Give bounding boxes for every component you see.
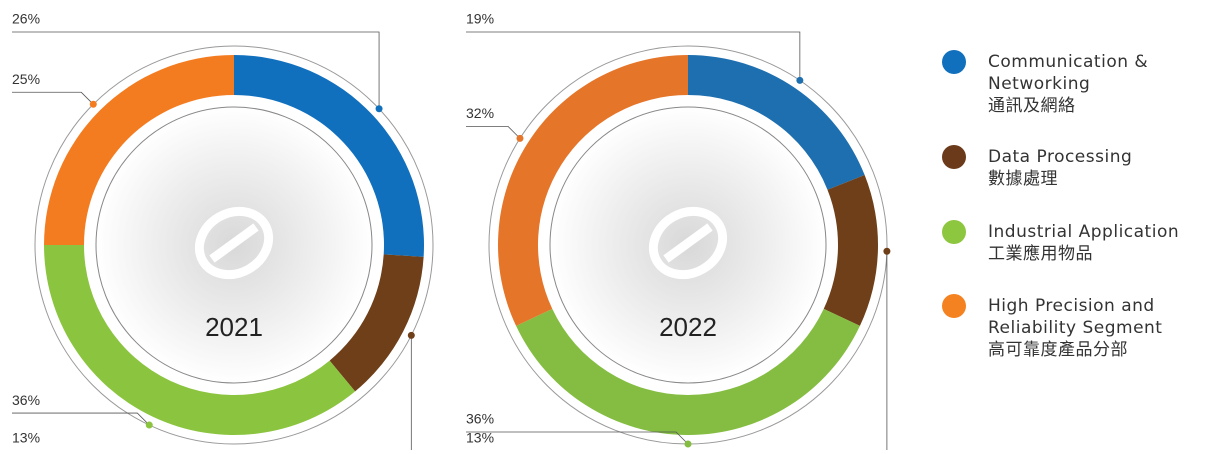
leader-dot — [883, 247, 891, 255]
donut-segment — [688, 55, 865, 190]
legend-text: Data Processing — [988, 147, 1132, 167]
legend-text: Reliability Segment — [988, 318, 1162, 338]
leader-dot — [407, 331, 415, 339]
leader-line — [12, 91, 94, 105]
donut-segment — [44, 245, 356, 436]
outer-ring — [34, 45, 434, 445]
data-label: 36% — [12, 392, 40, 408]
data-label: 13% — [12, 430, 40, 446]
legend-text: Networking — [988, 74, 1090, 94]
leader-dot — [684, 440, 692, 448]
donut-segment — [329, 254, 424, 392]
legend-marker — [942, 50, 966, 74]
leader-dot — [145, 421, 153, 429]
legend-text: Industrial Application — [988, 222, 1179, 242]
donut-segment — [823, 175, 879, 326]
leader-dot — [796, 76, 804, 84]
legend-text: Communication & — [988, 52, 1148, 72]
logo — [648, 206, 728, 280]
donut-segment — [498, 55, 688, 326]
logo — [663, 223, 713, 263]
data-label: 19% — [466, 11, 494, 27]
data-label: 13% — [466, 430, 494, 446]
data-label: 32% — [466, 105, 494, 121]
legend-text: 高可靠度產品分部 — [988, 340, 1128, 360]
legend-marker — [942, 145, 966, 169]
chart-title: 2022 — [659, 312, 717, 342]
leader-line — [466, 125, 521, 139]
leader-line — [12, 31, 380, 109]
donut-segment — [44, 55, 234, 245]
legend-marker — [942, 294, 966, 318]
donut-segment — [234, 55, 425, 257]
leader-line — [12, 412, 150, 426]
leader-line — [466, 31, 801, 81]
legend-text: High Precision and — [988, 296, 1155, 316]
legend-text: 通訊及網絡 — [988, 96, 1076, 116]
legend-text: 工業應用物品 — [988, 243, 1093, 264]
logo — [194, 206, 274, 280]
data-label: 36% — [466, 411, 494, 427]
donut-segment — [516, 308, 860, 435]
chart-title: 2021 — [205, 312, 263, 342]
leader-dot — [375, 105, 383, 113]
logo — [209, 223, 259, 263]
data-label: 26% — [12, 11, 40, 27]
leader-line — [466, 431, 689, 445]
leader-dot — [516, 134, 524, 142]
legend-marker — [942, 220, 966, 244]
leader-dot — [89, 100, 97, 108]
data-label: 25% — [12, 71, 40, 87]
legend-text: 數據處理 — [988, 169, 1058, 189]
